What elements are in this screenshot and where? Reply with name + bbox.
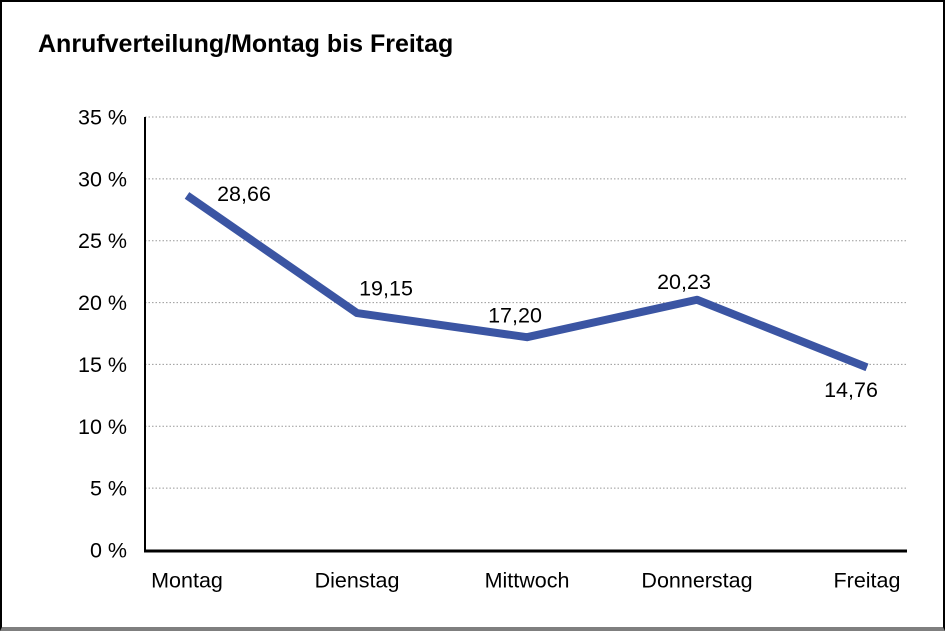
chart-title: Anrufverteilung/Montag bis Freitag (38, 30, 454, 58)
y-tick-label: 10 % (78, 415, 127, 439)
y-tick-label: 20 % (78, 291, 127, 315)
x-category-label: Dienstag (315, 569, 400, 593)
x-category-label: Freitag (834, 569, 901, 593)
x-category-label: Mittwoch (485, 569, 570, 593)
data-point-label: 20,23 (657, 270, 711, 294)
series-line (184, 192, 869, 372)
y-tick-label: 5 % (90, 477, 127, 501)
y-tick-label: 35 % (78, 106, 127, 130)
y-tick-label: 15 % (78, 353, 127, 377)
y-tick-label: 0 % (90, 539, 127, 563)
x-category-label: Donnerstag (641, 569, 752, 593)
y-tick-label: 30 % (78, 167, 127, 191)
data-point-label: 19,15 (359, 277, 413, 301)
data-point-label: 28,66 (217, 182, 271, 206)
data-point-label: 14,76 (824, 378, 878, 402)
x-category-label: Montag (151, 569, 223, 593)
y-tick-label: 25 % (78, 229, 127, 253)
data-point-label: 17,20 (488, 304, 542, 328)
